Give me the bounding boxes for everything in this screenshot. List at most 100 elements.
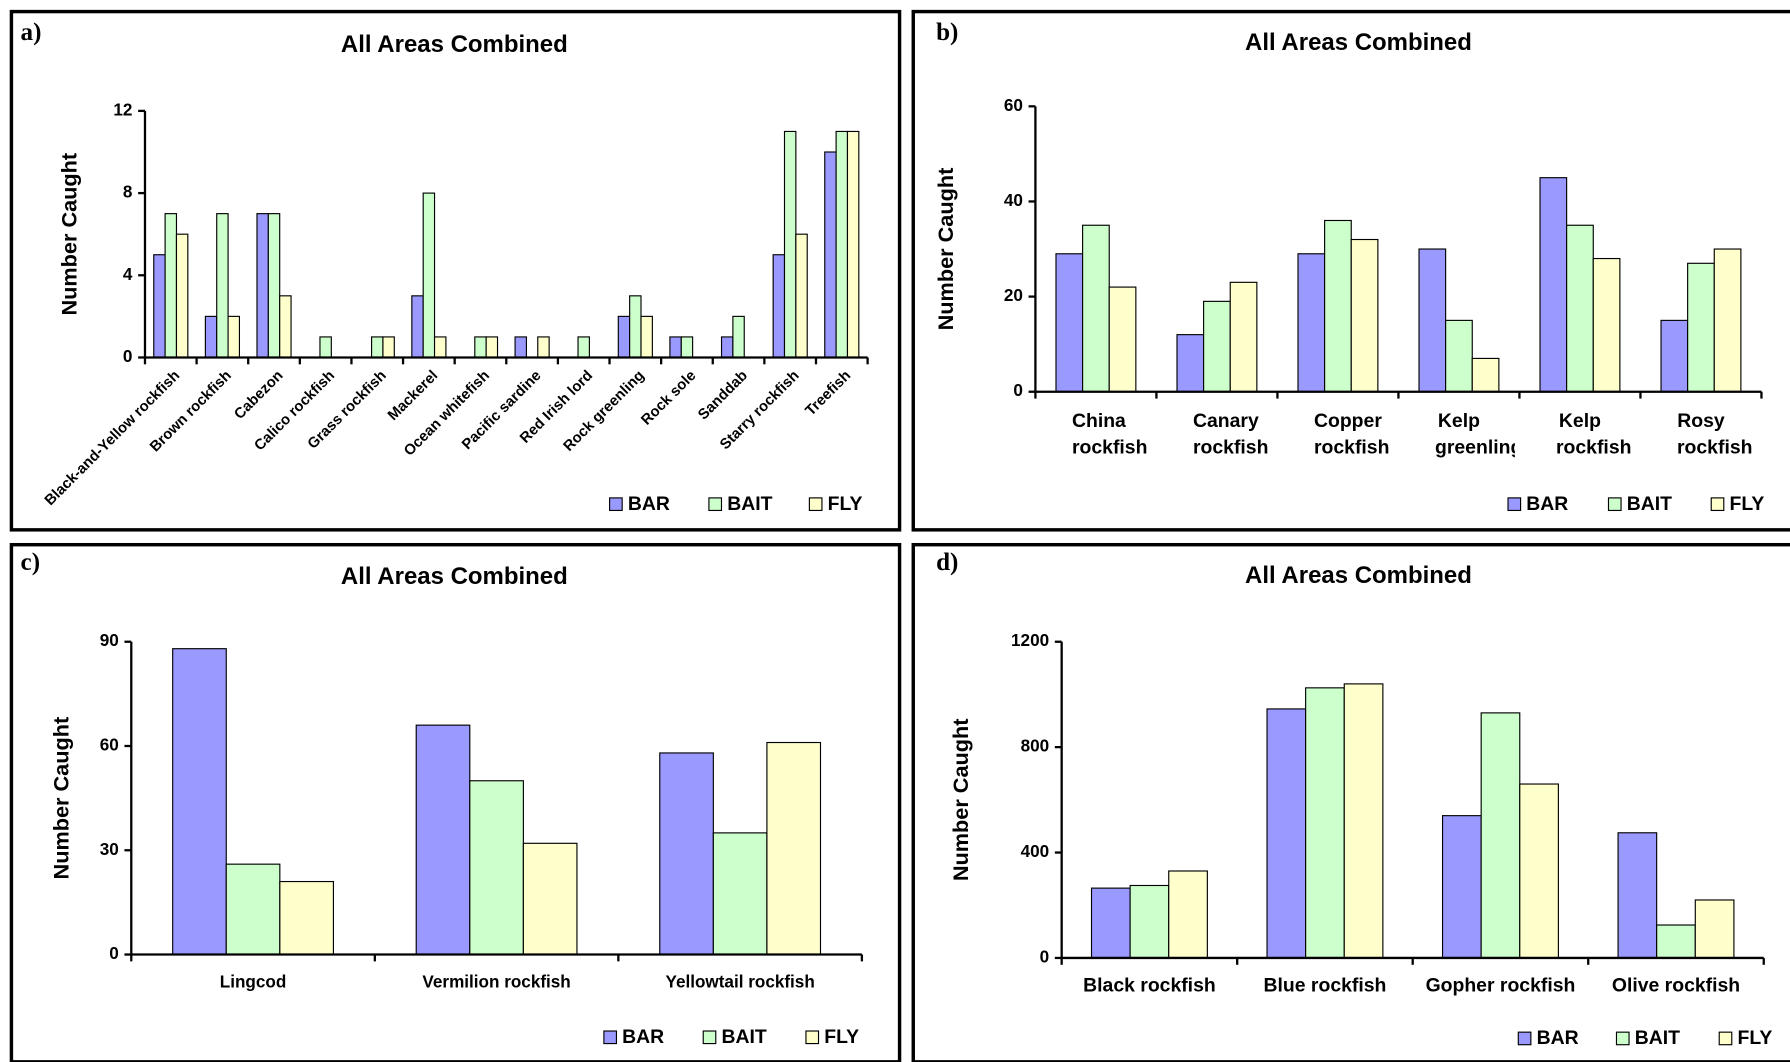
y-tick-label: 0: [1040, 947, 1050, 966]
bar: [1297, 253, 1326, 393]
legend-swatch: [1710, 497, 1725, 512]
bar: [1090, 887, 1131, 959]
y-tick-label: 40: [1004, 191, 1023, 210]
panel-letter: b): [936, 19, 958, 46]
y-axis-label: Number Caught: [933, 168, 958, 331]
bar: [617, 315, 631, 359]
bar: [1713, 248, 1742, 393]
bar: [732, 315, 745, 359]
x-tick-label: Rosy rockfish: [1676, 409, 1753, 458]
bar: [204, 315, 218, 359]
y-tick-label: 20: [1004, 286, 1023, 305]
bar: [225, 863, 281, 956]
chart-title: All Areas Combined: [1245, 562, 1472, 589]
bar: [1055, 253, 1084, 393]
bar: [1324, 219, 1352, 393]
bar: [175, 233, 189, 359]
y-tick-label: 800: [1021, 737, 1050, 756]
bar: [172, 648, 227, 956]
bar: [1445, 319, 1473, 393]
x-tick-label: Copper rockfish: [1313, 409, 1390, 458]
legend-label: BAR: [628, 493, 670, 515]
legend-swatch: [708, 497, 723, 512]
legend-swatch: [702, 1030, 717, 1045]
legend-label: FLY: [1729, 493, 1764, 515]
bar: [720, 336, 734, 359]
x-tick-label: Olive rockfish: [1612, 975, 1740, 997]
bar: [514, 336, 527, 359]
bar: [577, 336, 590, 359]
y-tick-label: 0: [1013, 381, 1023, 400]
y-tick-label: 4: [123, 265, 133, 284]
x-tick-label: Kelp greenling: [1434, 409, 1515, 458]
legend-swatch: [1607, 497, 1622, 512]
bar: [474, 336, 487, 359]
x-tick-label: Canary rockfish: [1192, 409, 1269, 458]
x-tick-label: Yellowtail rockfish: [665, 973, 814, 992]
bar: [1350, 238, 1379, 393]
legend-label: BAIT: [1635, 1027, 1680, 1049]
bar: [1108, 286, 1137, 393]
bar: [153, 254, 166, 359]
x-tick-label-box: Kelp greenling: [1434, 409, 1515, 458]
bar: [1203, 300, 1231, 393]
bar: [1266, 708, 1307, 959]
bar: [629, 295, 642, 359]
bar: [1441, 815, 1482, 959]
bar: [1229, 281, 1258, 393]
panel-border: [9, 9, 902, 532]
bar: [680, 336, 694, 359]
legend-label: BAR: [1537, 1027, 1579, 1049]
y-tick-label: 60: [1004, 96, 1023, 115]
bar: [1539, 177, 1568, 393]
x-tick-label: Lingcod: [220, 973, 287, 992]
bar: [279, 880, 334, 956]
y-tick-label: 0: [123, 347, 133, 366]
bar: [279, 295, 292, 359]
y-tick-label: 30: [100, 840, 119, 859]
legend-label: BAR: [1526, 493, 1568, 515]
x-tick-label: Blue rockfish: [1264, 975, 1387, 997]
legend-label: BAIT: [727, 493, 772, 515]
bar: [537, 336, 550, 359]
bar: [433, 336, 447, 359]
bar: [1566, 224, 1594, 393]
bar: [522, 842, 578, 956]
chart-title: All Areas Combined: [1245, 29, 1472, 56]
bar: [824, 151, 837, 359]
y-tick-label: 12: [113, 100, 132, 119]
y-tick-label: 60: [100, 736, 119, 755]
bar: [1694, 899, 1735, 959]
chart-title: All Areas Combined: [341, 31, 568, 58]
bar: [1687, 262, 1715, 393]
bar: [772, 254, 786, 359]
panel-letter: a): [21, 19, 42, 46]
y-tick-label: 90: [100, 631, 119, 650]
chart-title: All Areas Combined: [341, 563, 568, 590]
bar: [422, 192, 436, 359]
bar: [795, 233, 808, 359]
bar: [319, 336, 332, 359]
legend-swatch: [805, 1030, 820, 1045]
x-tick-label: China rockfish: [1071, 409, 1148, 458]
bar: [640, 315, 653, 359]
x-tick-label: Black rockfish: [1083, 975, 1216, 997]
bar: [1617, 832, 1658, 959]
y-axis-label: Number Caught: [57, 153, 82, 316]
bar: [1480, 712, 1521, 959]
x-tick-label: Treefish: [803, 368, 855, 420]
x-tick-label: Cabezon: [231, 368, 286, 423]
x-tick-label: Rock sole: [639, 368, 700, 429]
bar: [164, 213, 178, 359]
legend-label: FLY: [824, 1026, 859, 1048]
bar: [1471, 357, 1500, 393]
x-tick-label-box: Kelp rockfish: [1556, 410, 1632, 458]
bar: [659, 752, 714, 956]
panel-border: [911, 9, 1790, 532]
bar: [1418, 248, 1447, 393]
legend-label: FLY: [1737, 1027, 1772, 1049]
bar: [485, 336, 499, 359]
x-tick-label: Gopher rockfish: [1426, 975, 1576, 997]
bar: [783, 130, 797, 359]
